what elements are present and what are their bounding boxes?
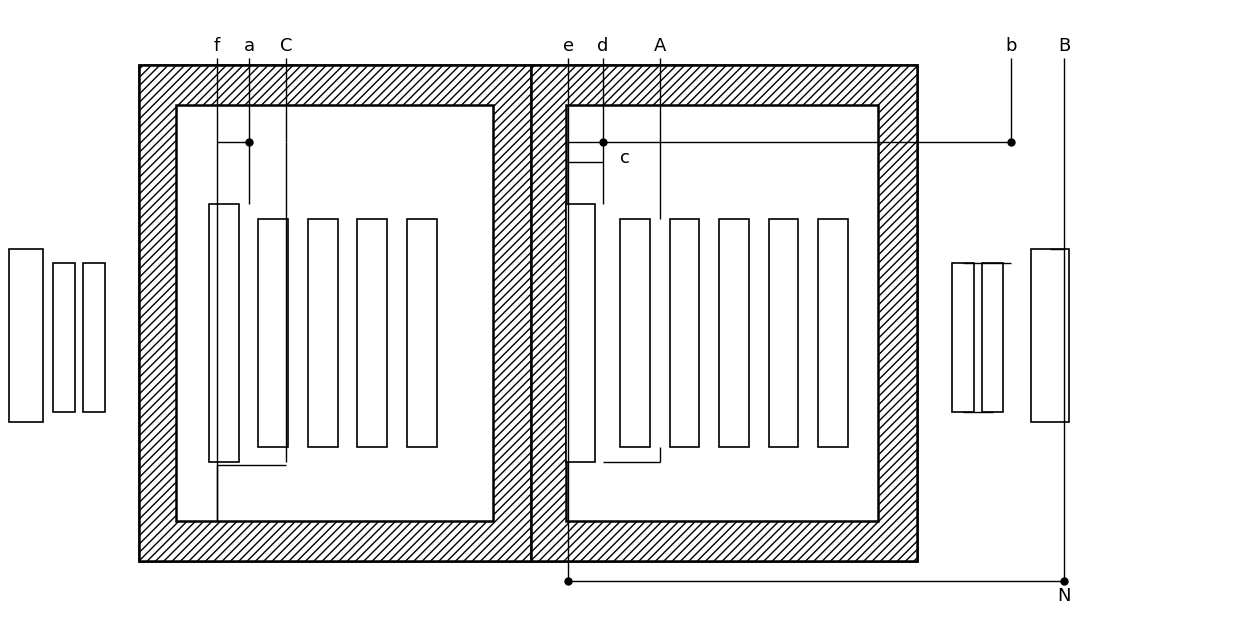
- Text: b: b: [1006, 37, 1017, 56]
- Text: B: B: [1058, 37, 1070, 56]
- Bar: [308, 219, 337, 447]
- Bar: [53, 263, 74, 412]
- Bar: [565, 204, 595, 462]
- Bar: [719, 219, 749, 447]
- Text: d: d: [598, 37, 609, 56]
- Bar: [531, 66, 918, 561]
- Text: A: A: [653, 37, 666, 56]
- Bar: [982, 263, 1003, 412]
- Bar: [83, 263, 104, 412]
- Bar: [208, 204, 238, 462]
- Text: c: c: [620, 150, 630, 167]
- Bar: [176, 105, 494, 521]
- Text: f: f: [213, 37, 219, 56]
- Bar: [258, 219, 288, 447]
- Bar: [565, 105, 878, 521]
- Bar: [139, 66, 918, 561]
- Bar: [952, 263, 973, 412]
- Bar: [769, 219, 799, 447]
- Text: N: N: [1058, 587, 1070, 605]
- Bar: [670, 219, 699, 447]
- Bar: [357, 219, 387, 447]
- Bar: [9, 248, 43, 422]
- Text: e: e: [563, 37, 574, 56]
- Bar: [1032, 248, 1069, 422]
- Bar: [620, 219, 650, 447]
- Bar: [407, 219, 436, 447]
- Text: a: a: [244, 37, 255, 56]
- Bar: [818, 219, 848, 447]
- Bar: [139, 66, 531, 561]
- Text: C: C: [280, 37, 293, 56]
